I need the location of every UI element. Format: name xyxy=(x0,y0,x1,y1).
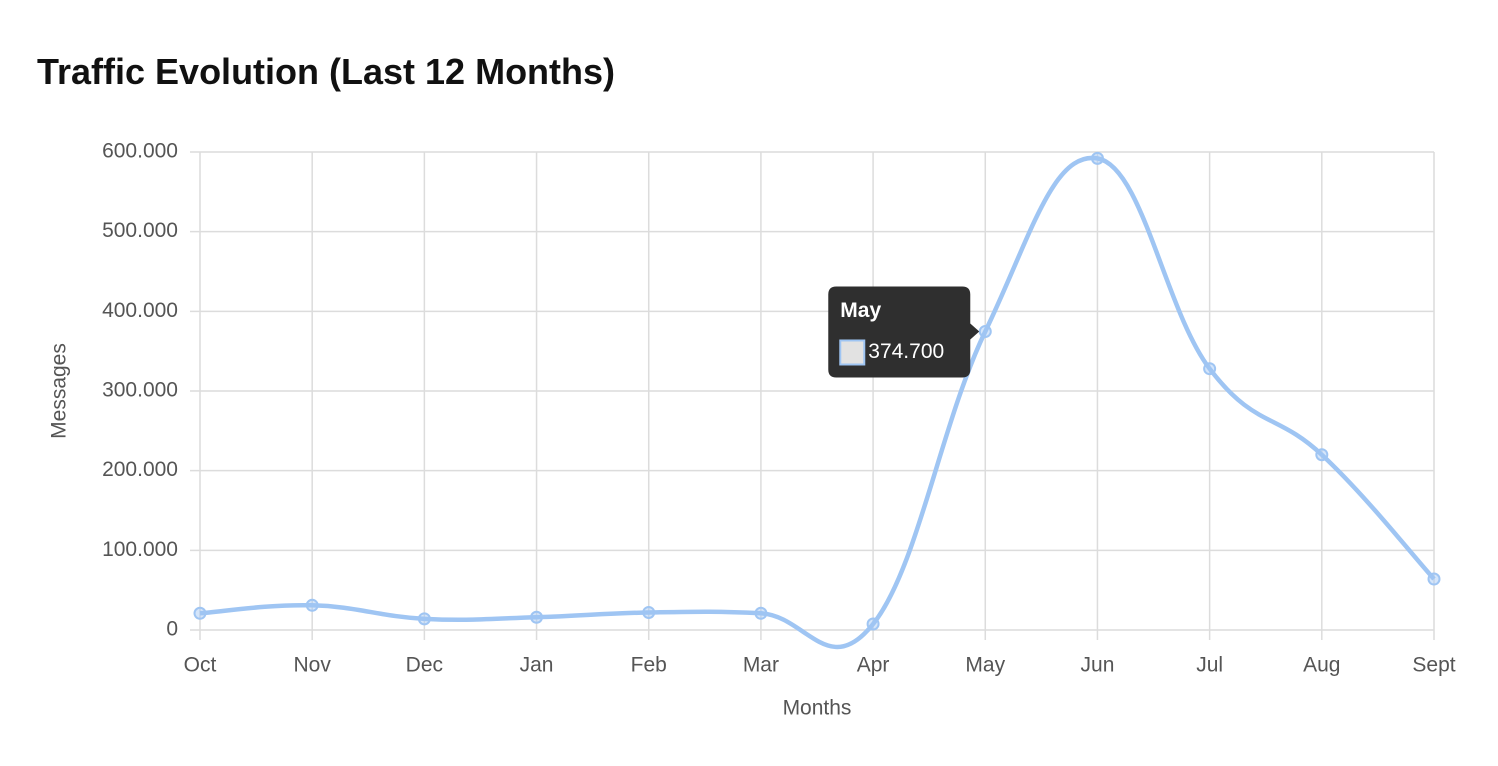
x-tick-label: Sept xyxy=(1412,654,1455,677)
tooltip-box xyxy=(828,286,980,378)
point xyxy=(978,324,992,338)
point xyxy=(754,606,768,620)
tooltip-title: May xyxy=(840,299,881,322)
point xyxy=(530,610,544,624)
point xyxy=(1315,448,1329,462)
x-axis-label: Months xyxy=(783,697,852,720)
point xyxy=(417,612,431,626)
y-tick-label: 500.000 xyxy=(102,219,178,242)
tooltip-swatch xyxy=(839,339,866,366)
y-tick-label: 0 xyxy=(166,618,178,641)
point xyxy=(1090,151,1104,165)
x-tick-label: Apr xyxy=(857,654,890,677)
y-tick-label: 600.000 xyxy=(102,140,178,163)
y-axis-label: Messages xyxy=(48,343,71,439)
x-tick-label: Oct xyxy=(184,654,217,677)
y-tick-label: 200.000 xyxy=(102,458,178,481)
point xyxy=(193,606,207,620)
point xyxy=(866,617,880,631)
x-tick-label: Jul xyxy=(1196,654,1223,677)
x-tick-label: Mar xyxy=(743,654,779,677)
x-tick-label: Jan xyxy=(520,654,554,677)
x-tick-label: Nov xyxy=(294,654,332,677)
y-tick-label: 400.000 xyxy=(102,299,178,322)
line xyxy=(199,155,1436,650)
tooltip-value: 374.700 xyxy=(868,340,944,363)
point xyxy=(1427,572,1441,586)
y-tick-label: 300.000 xyxy=(102,379,178,402)
y-tick-label: 100.000 xyxy=(102,538,178,561)
point xyxy=(305,598,319,612)
x-tick-label: Dec xyxy=(406,654,443,677)
point xyxy=(1203,362,1217,376)
x-tick-label: Aug xyxy=(1303,654,1340,677)
tooltip: May 374.700 xyxy=(828,286,980,378)
point xyxy=(642,605,656,619)
x-tick-label: Jun xyxy=(1081,654,1115,677)
x-tick-label: Feb xyxy=(631,654,667,677)
x-tick-label: May xyxy=(965,654,1005,677)
chart-title: Traffic Evolution (Last 12 Months) xyxy=(37,51,615,92)
